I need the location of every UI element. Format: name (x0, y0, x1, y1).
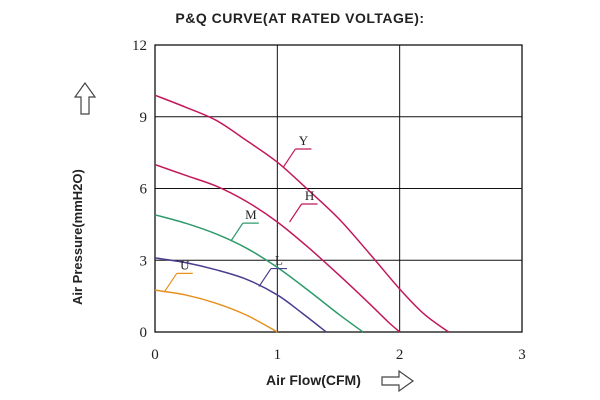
curve-label-h: H (305, 188, 314, 203)
curve-label-layer: Y H M L U (164, 133, 318, 292)
y-axis-title: Air Pressure(mmH2O) (70, 169, 85, 305)
series-line-h (154, 163, 401, 333)
chart-title: P&Q CURVE(AT RATED VOLTAGE): (175, 10, 425, 26)
grid-layer (154, 44, 523, 333)
y-tick-label: 6 (140, 182, 148, 198)
x-tick-label: 2 (396, 347, 404, 363)
x-axis-title: Air Flow(CFM) (266, 372, 361, 388)
curve-label-l: L (275, 253, 283, 268)
x-tick-label: 1 (274, 347, 282, 363)
series-line-l (154, 257, 327, 333)
series-layer (154, 94, 450, 333)
x-tick-label: 3 (518, 347, 526, 363)
y-tick-label: 12 (132, 38, 147, 54)
x-tick-label: 0 (151, 347, 159, 363)
leader-line (282, 148, 296, 168)
curve-label-m: M (245, 207, 257, 222)
leader-line (258, 268, 272, 287)
y-tick-label: 0 (140, 325, 148, 341)
leader-line (289, 203, 303, 223)
series-line-u (154, 289, 278, 333)
series-line-m (154, 214, 364, 333)
up-arrow-icon (73, 81, 97, 115)
leader-line (230, 222, 244, 242)
curve-label-u: U (180, 257, 190, 272)
leader-line (164, 273, 178, 292)
right-arrow-icon (381, 369, 415, 393)
curve-label-y: Y (299, 133, 309, 148)
series-line-y (154, 94, 450, 333)
y-tick-label: 3 (140, 253, 148, 269)
y-tick-label: 9 (140, 110, 148, 126)
